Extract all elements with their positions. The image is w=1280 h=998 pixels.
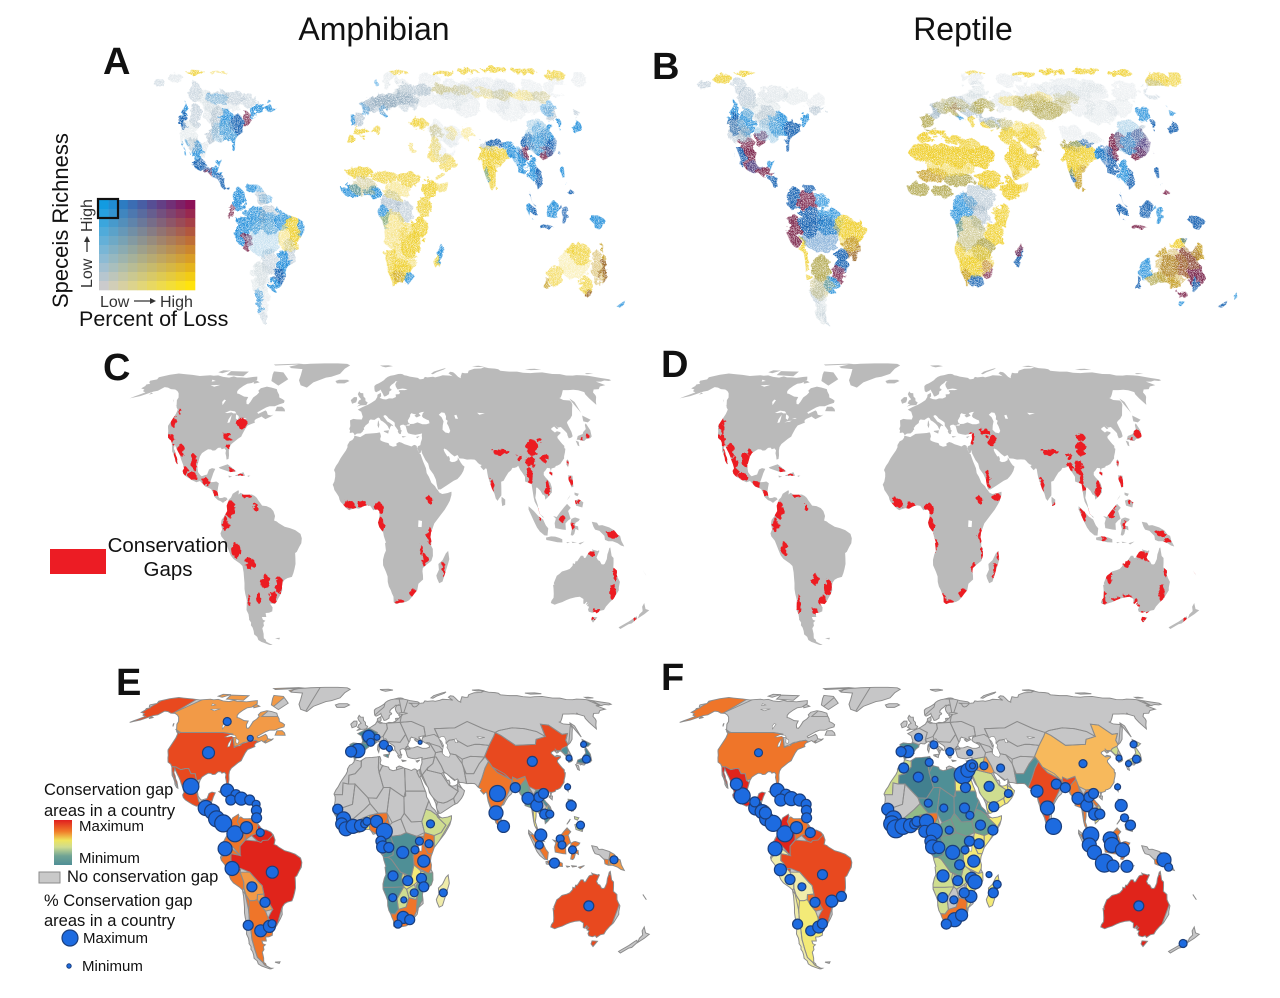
svg-text:C: C xyxy=(103,347,130,389)
svg-text:F: F xyxy=(661,657,684,699)
svg-text:Amphibian: Amphibian xyxy=(298,11,449,47)
svg-text:Reptile: Reptile xyxy=(913,11,1013,47)
svg-text:A: A xyxy=(103,41,130,83)
svg-text:Conservation gap: Conservation gap xyxy=(44,781,173,799)
svg-text:Speceis Richness: Speceis Richness xyxy=(48,133,73,308)
svg-text:No conservation gap: No conservation gap xyxy=(67,868,218,886)
svg-text:areas in a country: areas in a country xyxy=(44,912,176,930)
svg-text:Minimum: Minimum xyxy=(82,958,143,975)
svg-text:High: High xyxy=(160,294,193,311)
svg-text:Maximum: Maximum xyxy=(83,930,148,947)
svg-text:Gaps: Gaps xyxy=(144,558,193,581)
svg-text:B: B xyxy=(652,46,679,88)
svg-text:areas in a country: areas in a country xyxy=(44,802,176,820)
svg-text:Low: Low xyxy=(79,258,96,288)
svg-text:Percent of Loss: Percent of Loss xyxy=(79,307,228,331)
svg-text:D: D xyxy=(661,344,688,386)
svg-text:E: E xyxy=(116,662,141,704)
svg-text:Conservation: Conservation xyxy=(108,534,229,557)
svg-text:Low: Low xyxy=(100,294,130,311)
svg-text:High: High xyxy=(79,199,96,232)
svg-text:% Conservation gap: % Conservation gap xyxy=(44,892,193,910)
svg-text:Maximum: Maximum xyxy=(79,818,144,835)
svg-text:Minimum: Minimum xyxy=(79,850,140,867)
